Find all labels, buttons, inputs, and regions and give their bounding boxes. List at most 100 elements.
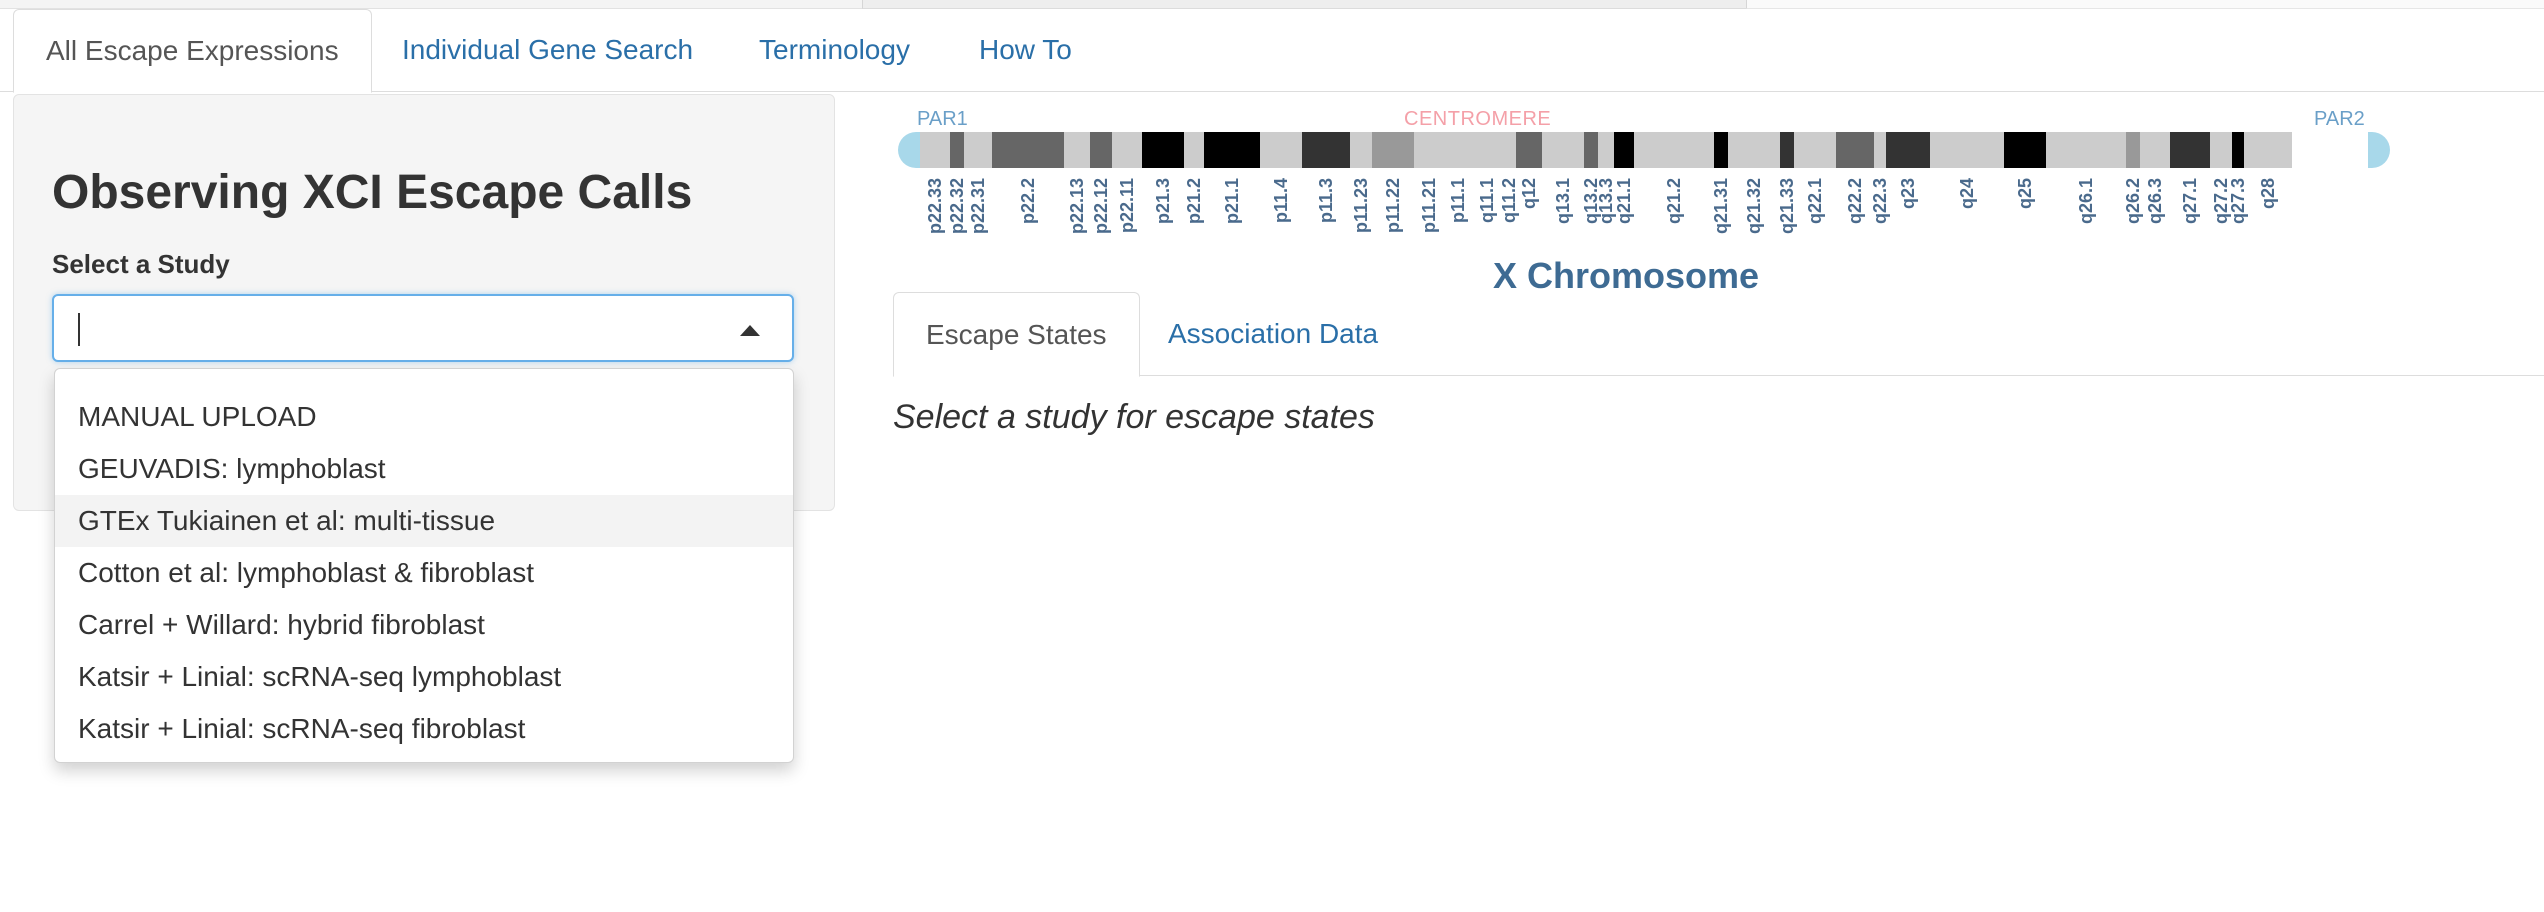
band-p22-31 xyxy=(964,132,992,168)
dropdown-option-katsir-fibroblast[interactable]: Katsir + Linial: scRNA-seq fibroblast xyxy=(78,713,526,744)
band-label-p11-22: p11.22 xyxy=(1383,178,1403,234)
band-label-q13-3: q13.3 xyxy=(1596,178,1616,225)
band-label-q21-33: q21.33 xyxy=(1777,178,1797,235)
band-q23 xyxy=(1886,132,1930,168)
band-p22-12 xyxy=(1090,132,1112,168)
band-label-p11-3: p11.3 xyxy=(1316,178,1336,224)
band-q25 xyxy=(2004,132,2046,168)
top-strip-segment xyxy=(1746,0,2544,9)
band-p11-3 xyxy=(1302,132,1350,168)
dropdown-option-cotton[interactable]: Cotton et al: lymphoblast & fibroblast xyxy=(78,557,535,588)
band-label-p11-4: p11.4 xyxy=(1271,178,1291,224)
band-p21-1 xyxy=(1204,132,1260,168)
dropdown-option-manual-upload[interactable]: MANUAL UPLOAD xyxy=(78,401,317,432)
top-strip-segment xyxy=(0,0,862,9)
band-q13-2 xyxy=(1584,132,1598,168)
band-label-p22-13: p22.13 xyxy=(1067,178,1087,235)
tab-association-data[interactable]: Association Data xyxy=(1168,318,1379,349)
band-label-q27-3: q27.3 xyxy=(2228,178,2248,225)
band-q28 xyxy=(2244,132,2292,168)
band-q21-32 xyxy=(1728,132,1780,168)
tab-individual-gene-search[interactable]: Individual Gene Search xyxy=(402,34,694,65)
band-p11-1 xyxy=(1444,132,1472,168)
band-label-q23: q23 xyxy=(1898,178,1918,210)
band-q22-1 xyxy=(1794,132,1836,168)
study-dropdown-menu: MANUAL UPLOAD GEUVADIS: lymphoblast GTEx… xyxy=(54,368,794,763)
band-label-q21-2: q21.2 xyxy=(1664,178,1684,225)
band-label-p22-33: p22.33 xyxy=(925,178,945,235)
window-top-strip xyxy=(0,0,2544,9)
x-chromosome-ideogram: PAR1 CENTROMERE PAR2 X Chromosome p22.33… xyxy=(898,100,2398,300)
band-p21-3 xyxy=(1142,132,1184,168)
band-label-q11-2: q11.2 xyxy=(1499,178,1519,224)
band-label-q11-1: q11.1 xyxy=(1477,178,1497,224)
tab-escape-states[interactable]: Escape States xyxy=(893,292,1140,377)
band-q21-2 xyxy=(1634,132,1714,168)
dropdown-option-carrel-willard[interactable]: Carrel + Willard: hybrid fibroblast xyxy=(78,609,485,640)
band-label-p21-1: p21.1 xyxy=(1222,178,1242,225)
band-p22-32 xyxy=(950,132,964,168)
band-q26-3 xyxy=(2140,132,2170,168)
band-label-p22-12: p22.12 xyxy=(1091,178,1111,235)
band-label-p21-2: p21.2 xyxy=(1184,178,1204,225)
dropdown-option-geuvadis[interactable]: GEUVADIS: lymphoblast xyxy=(78,453,386,484)
band-q11-2 xyxy=(1502,132,1516,168)
tab-terminology[interactable]: Terminology xyxy=(759,34,910,65)
band-label-p22-32: p22.32 xyxy=(947,178,967,235)
chevron-up-icon[interactable] xyxy=(740,325,760,336)
band-p11-23 xyxy=(1350,132,1372,168)
band-label-q12: q12 xyxy=(1519,178,1539,210)
band-label-p11-1: p11.1 xyxy=(1448,178,1468,224)
dropdown-option-gtex[interactable]: GTEx Tukiainen et al: multi-tissue xyxy=(55,495,793,547)
band-label-q21-32: q21.32 xyxy=(1744,178,1764,235)
band-label-p22-31: p22.31 xyxy=(968,178,988,235)
band-label-p22-2: p22.2 xyxy=(1018,178,1038,225)
band-label-p11-21: p11.21 xyxy=(1419,178,1439,234)
band-label-p11-23: p11.23 xyxy=(1351,178,1371,234)
tab-all-escape-expressions[interactable]: All Escape Expressions xyxy=(13,9,372,93)
band-label-p21-3: p21.3 xyxy=(1153,178,1173,225)
band-label-q26-3: q26.3 xyxy=(2145,178,2165,225)
centromere-label: CENTROMERE xyxy=(1404,108,1552,130)
band-q27-1 xyxy=(2170,132,2210,168)
band-label-q26-1: q26.1 xyxy=(2076,178,2096,225)
escape-states-placeholder: Select a study for escape states xyxy=(893,398,1375,436)
band-p22-33 xyxy=(920,132,950,168)
chromosome-title: X Chromosome xyxy=(1493,255,1760,296)
band-q24 xyxy=(1930,132,2004,168)
band-p11-4 xyxy=(1260,132,1302,168)
study-select-input[interactable] xyxy=(52,294,794,362)
tab-how-to[interactable]: How To xyxy=(979,34,1072,65)
band-label-q27-1: q27.1 xyxy=(2180,178,2200,225)
band-p22-11 xyxy=(1112,132,1142,168)
band-q12 xyxy=(1516,132,1542,168)
band-q26-2 xyxy=(2126,132,2140,168)
band-p22-2 xyxy=(992,132,1064,168)
band-p11-21 xyxy=(1414,132,1444,168)
text-cursor xyxy=(78,313,80,346)
main-nav-tabs: All Escape Expressions Individual Gene S… xyxy=(0,9,2544,93)
band-q13-1 xyxy=(1542,132,1584,168)
band-q22-3 xyxy=(1874,132,1886,168)
band-q21-1 xyxy=(1614,132,1634,168)
telomere-right xyxy=(2368,132,2390,168)
band-q13-3 xyxy=(1598,132,1614,168)
band-q27-2 xyxy=(2210,132,2232,168)
par2-label: PAR2 xyxy=(2314,108,2365,130)
band-p22-13 xyxy=(1064,132,1090,168)
chromosome-bar xyxy=(898,132,2390,168)
band-q11-1 xyxy=(1472,132,1502,168)
select-study-label: Select a Study xyxy=(52,249,230,279)
band-q27-3 xyxy=(2232,132,2244,168)
band-label-q21-31: q21.31 xyxy=(1711,178,1731,235)
band-label-q22-2: q22.2 xyxy=(1845,178,1865,225)
top-strip-segment xyxy=(862,0,1746,9)
band-label-q13-1: q13.1 xyxy=(1553,178,1573,225)
band-label-q22-1: q22.1 xyxy=(1805,178,1825,225)
telomere-left xyxy=(898,132,920,168)
dropdown-option-katsir-lymphoblast[interactable]: Katsir + Linial: scRNA-seq lymphoblast xyxy=(78,661,562,692)
sidebar-title: Observing XCI Escape Calls xyxy=(52,166,693,219)
band-label-q25: q25 xyxy=(2015,178,2035,210)
band-p11-22 xyxy=(1372,132,1414,168)
band-label-p22-11: p22.11 xyxy=(1117,178,1137,234)
